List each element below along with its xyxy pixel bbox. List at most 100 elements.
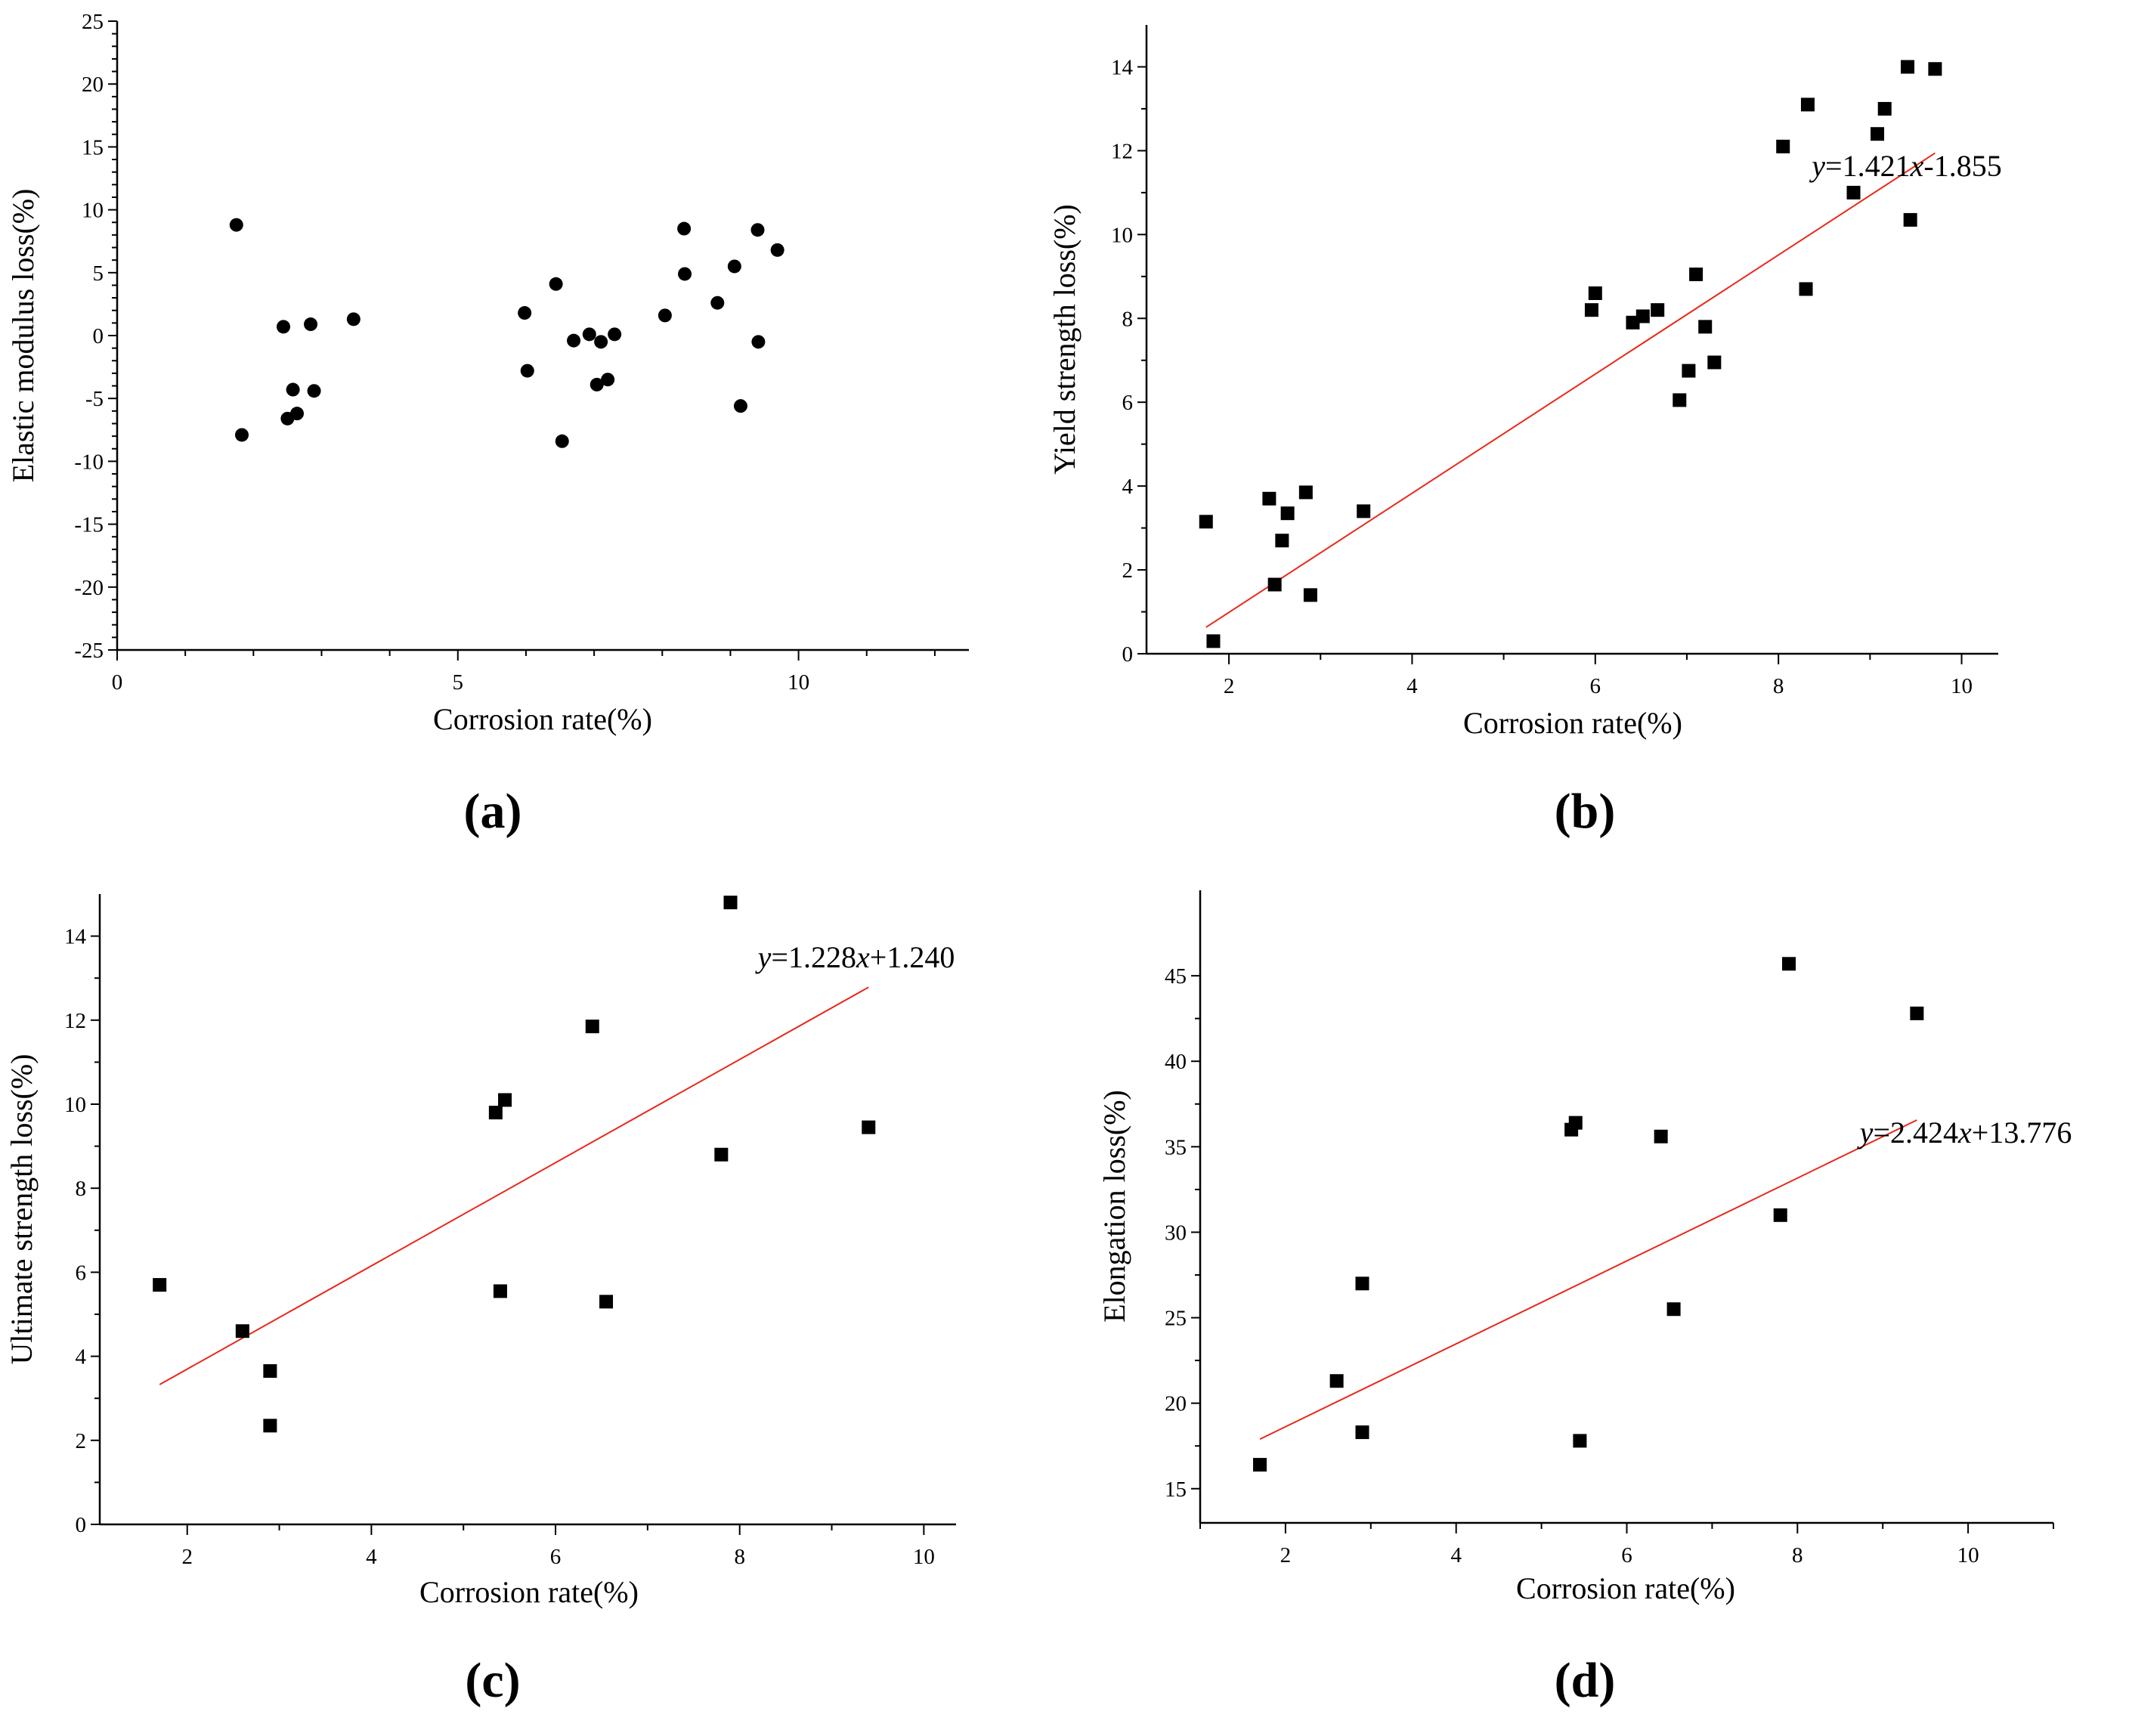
data-point	[1800, 97, 1815, 112]
data-point	[601, 373, 615, 387]
data-point	[677, 221, 692, 236]
data-point	[1698, 320, 1713, 334]
equation-part: x	[1957, 1116, 1972, 1150]
y-tick-label: 10	[64, 1093, 86, 1117]
data-point	[1303, 588, 1317, 602]
x-tick-label: 10	[788, 670, 809, 695]
equation-part: =2.424	[1873, 1116, 1958, 1150]
data-point	[589, 377, 604, 391]
y-tick-label: 30	[1165, 1221, 1187, 1245]
data-point	[555, 434, 569, 448]
data-point	[862, 1120, 876, 1134]
data-point	[549, 277, 563, 291]
data-point	[153, 1278, 167, 1292]
y-tick-label: 12	[1111, 139, 1133, 163]
x-tick-label: 8	[1773, 674, 1784, 698]
data-point	[1651, 303, 1665, 317]
y-tick-label: 14	[1111, 55, 1134, 79]
data-point	[1689, 268, 1704, 282]
data-point	[276, 320, 290, 334]
equation-part: =1.228	[771, 940, 856, 974]
x-tick-label: 2	[1224, 674, 1235, 698]
data-point	[229, 218, 243, 232]
data-point	[770, 243, 784, 257]
chart-panel-b: 0 2 4 6 8 10 12 14 2 4 6 8 10 y=1.421x-1.855 Corrosion…	[1047, 25, 2002, 839]
fit-line	[1259, 1119, 1917, 1440]
data-point	[286, 382, 300, 397]
y-tick-label: 40	[1165, 1050, 1187, 1074]
data-point	[1329, 1374, 1344, 1388]
panel-label: (b)	[1555, 784, 1616, 839]
equation-part: +1.240	[870, 940, 955, 974]
y-axis-title: Elastic modulus loss(%)	[6, 189, 40, 483]
y-axis-title: Yield strength loss(%)	[1047, 204, 1082, 475]
equation-part: x	[1910, 149, 1924, 183]
data-point	[263, 1419, 277, 1433]
data-point	[1871, 127, 1885, 141]
panel-label: (a)	[464, 784, 522, 839]
data-point	[1357, 504, 1371, 518]
data-point	[1355, 1425, 1369, 1440]
data-point	[346, 312, 361, 326]
data-point	[1776, 139, 1790, 153]
y-tick-label: 2	[76, 1429, 87, 1453]
y-tick-label: -15	[74, 513, 104, 537]
data-point	[1654, 1129, 1668, 1143]
x-tick-label: 4	[366, 1545, 377, 1569]
y-tick-label: -25	[74, 639, 104, 663]
data-point	[608, 327, 622, 342]
panel-label: (c)	[465, 1653, 520, 1708]
fit-equation: y=1.421x-1.855	[1809, 149, 2001, 183]
y-tick-label: 25	[1165, 1307, 1187, 1331]
data-point	[1275, 534, 1289, 548]
y-axis-title: Elongation loss(%)	[1097, 1090, 1131, 1323]
fit-equation: y=2.424x+13.776	[1857, 1116, 2072, 1150]
y-tick-label: -10	[74, 450, 104, 474]
y-tick-label: 2	[1122, 559, 1134, 583]
y-tick-label: 35	[1165, 1135, 1187, 1159]
fit-line	[159, 986, 869, 1385]
data-point	[678, 267, 692, 281]
y-tick-label: 8	[76, 1177, 87, 1201]
data-point	[1262, 491, 1276, 506]
y-tick-label: -20	[74, 576, 104, 600]
data-point	[1773, 1208, 1787, 1222]
data-point	[1877, 101, 1892, 116]
data-point	[733, 399, 747, 413]
y-tick-label: 4	[1122, 475, 1134, 499]
data-point	[488, 1106, 503, 1120]
data-point	[1588, 286, 1602, 300]
panel-label: (d)	[1555, 1653, 1616, 1708]
x-tick-label: 8	[734, 1545, 745, 1569]
data-point	[1928, 62, 1942, 76]
y-tick-label: 12	[64, 1009, 86, 1033]
data-point	[594, 335, 608, 349]
equation-part: y	[1809, 149, 1825, 183]
data-point	[304, 317, 318, 332]
x-tick-label: 6	[1621, 1543, 1632, 1567]
y-tick-label: 10	[1111, 223, 1133, 247]
x-tick-label: 6	[550, 1545, 562, 1569]
equation-part: x	[856, 940, 870, 974]
chart-panel-d: 15 20 25 30 35 40 45 2 4 6 8 10 y=2.424x+13.776 Corro…	[1097, 890, 2072, 1708]
data-point	[1666, 1302, 1681, 1317]
x-tick-label: 5	[453, 670, 464, 695]
data-point	[520, 364, 534, 378]
y-tick-label: 15	[1165, 1478, 1187, 1502]
y-tick-label: 6	[1122, 391, 1134, 415]
data-point	[1568, 1116, 1583, 1130]
data-point	[1673, 393, 1687, 407]
equation-part: +13.776	[1972, 1116, 2072, 1150]
x-axis-title: Corrosion rate(%)	[419, 1575, 639, 1609]
y-tick-label: 14	[64, 925, 87, 949]
data-point	[235, 1324, 249, 1338]
y-tick-label: 8	[1122, 307, 1134, 331]
data-point	[1584, 303, 1598, 317]
data-point	[751, 335, 766, 349]
y-axis-title: Ultimate strength loss(%)	[5, 1054, 39, 1364]
fit-equation: y=1.228x+1.240	[755, 940, 955, 974]
data-point	[727, 259, 741, 274]
fit-line	[1205, 152, 1936, 628]
data-point	[1799, 282, 1813, 296]
